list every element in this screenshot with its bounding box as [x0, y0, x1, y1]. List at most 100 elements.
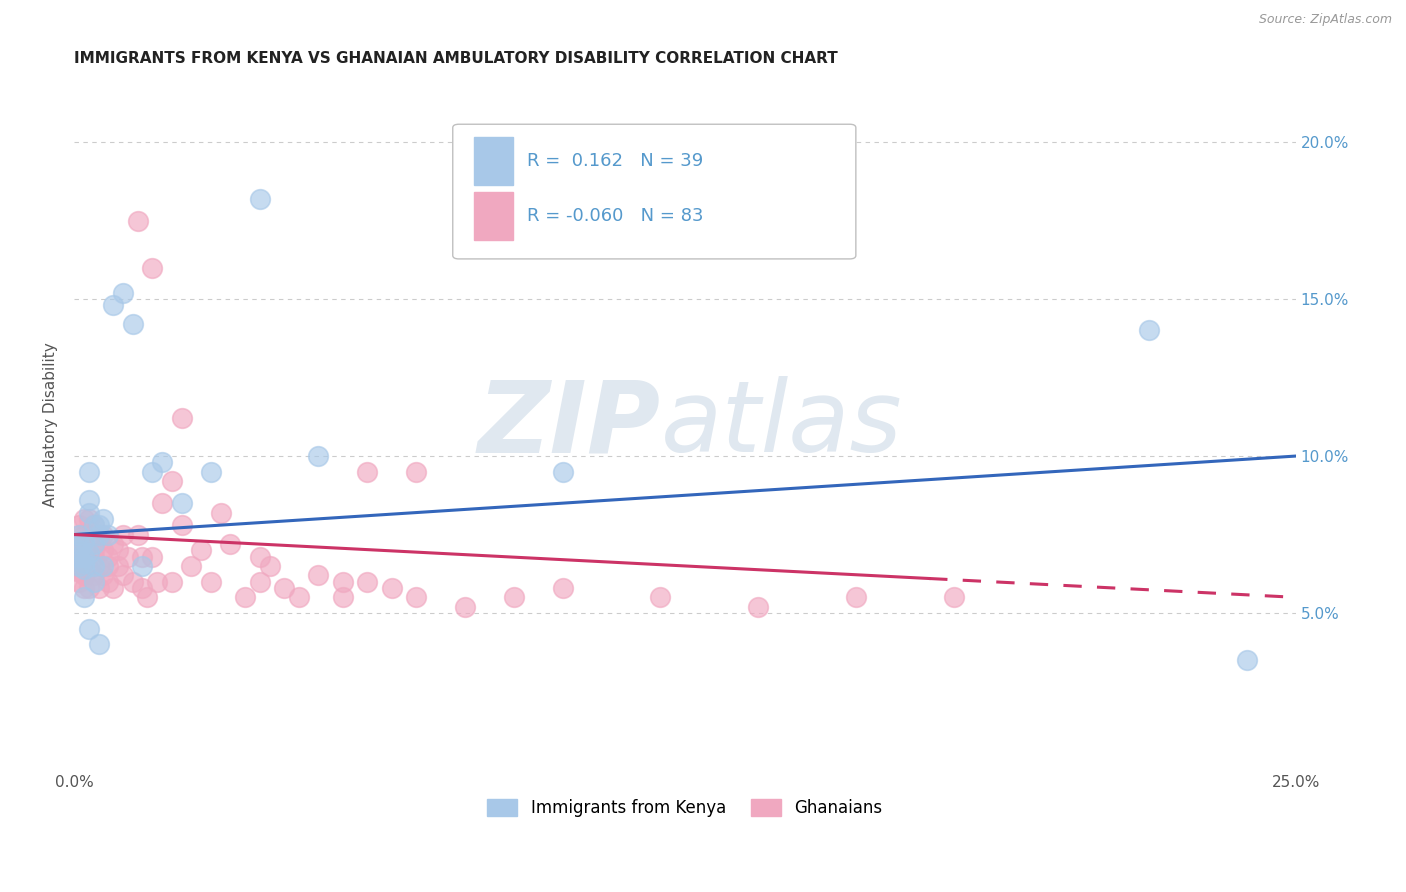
Point	[170, 496, 193, 510]
Point	[73, 562, 96, 576]
Point	[288, 591, 311, 605]
Point	[307, 568, 329, 582]
Point	[454, 219, 477, 234]
Point	[67, 527, 90, 541]
Point	[190, 543, 212, 558]
Point	[67, 558, 90, 573]
Point	[332, 591, 354, 605]
FancyBboxPatch shape	[474, 136, 513, 186]
Point	[150, 455, 173, 469]
Point	[77, 465, 100, 479]
Point	[209, 506, 232, 520]
Legend: Immigrants from Kenya, Ghanaians: Immigrants from Kenya, Ghanaians	[481, 792, 889, 824]
Point	[83, 568, 105, 582]
Point	[111, 568, 134, 582]
Point	[67, 527, 90, 541]
Point	[77, 537, 100, 551]
Point	[83, 518, 105, 533]
Point	[107, 543, 129, 558]
Point	[67, 558, 90, 573]
Point	[67, 537, 90, 551]
Point	[101, 298, 124, 312]
Point	[87, 527, 110, 541]
Point	[73, 581, 96, 595]
Point	[170, 411, 193, 425]
Point	[160, 574, 183, 589]
Point	[93, 512, 115, 526]
Point	[111, 527, 134, 541]
Point	[101, 537, 124, 551]
Point	[93, 558, 115, 573]
Point	[146, 574, 169, 589]
Point	[83, 574, 105, 589]
Point	[127, 527, 149, 541]
Point	[131, 581, 153, 595]
Point	[87, 558, 110, 573]
Text: R = -0.060   N = 83: R = -0.060 N = 83	[527, 207, 704, 225]
Point	[249, 549, 271, 564]
Point	[200, 574, 222, 589]
Point	[73, 591, 96, 605]
Point	[77, 622, 100, 636]
Point	[77, 549, 100, 564]
Point	[747, 599, 769, 614]
Point	[111, 285, 134, 300]
Point	[117, 549, 139, 564]
Point	[136, 591, 159, 605]
Point	[1137, 324, 1160, 338]
Point	[141, 465, 163, 479]
Point	[219, 537, 242, 551]
Point	[93, 568, 115, 582]
Point	[551, 581, 574, 595]
Point	[170, 518, 193, 533]
Point	[107, 558, 129, 573]
FancyBboxPatch shape	[474, 192, 513, 240]
Point	[249, 574, 271, 589]
Point	[67, 543, 90, 558]
Point	[73, 558, 96, 573]
Point	[160, 474, 183, 488]
Point	[249, 192, 271, 206]
Text: R =  0.162   N = 39: R = 0.162 N = 39	[527, 152, 703, 170]
Point	[97, 527, 120, 541]
Point	[87, 637, 110, 651]
Point	[83, 543, 105, 558]
Point	[127, 213, 149, 227]
Point	[67, 549, 90, 564]
Point	[845, 591, 868, 605]
Point	[83, 537, 105, 551]
Point	[73, 549, 96, 564]
Text: Source: ZipAtlas.com: Source: ZipAtlas.com	[1258, 13, 1392, 27]
Text: ZIP: ZIP	[478, 376, 661, 473]
Point	[259, 558, 281, 573]
Point	[87, 518, 110, 533]
Point	[77, 506, 100, 520]
Point	[73, 527, 96, 541]
Y-axis label: Ambulatory Disability: Ambulatory Disability	[44, 343, 58, 507]
Point	[67, 566, 90, 580]
Point	[150, 496, 173, 510]
Point	[67, 518, 90, 533]
Point	[67, 543, 90, 558]
Point	[200, 465, 222, 479]
Point	[180, 558, 202, 573]
Point	[67, 574, 90, 589]
Point	[942, 591, 965, 605]
Point	[332, 574, 354, 589]
Point	[77, 493, 100, 508]
Point	[131, 558, 153, 573]
Point	[650, 591, 672, 605]
Point	[131, 549, 153, 564]
Point	[87, 581, 110, 595]
Point	[405, 465, 427, 479]
Point	[97, 574, 120, 589]
Point	[77, 581, 100, 595]
Point	[97, 558, 120, 573]
Point	[73, 533, 96, 548]
Point	[454, 599, 477, 614]
Point	[502, 591, 524, 605]
Point	[77, 546, 100, 560]
Point	[97, 549, 120, 564]
Point	[83, 518, 105, 533]
Point	[83, 527, 105, 541]
